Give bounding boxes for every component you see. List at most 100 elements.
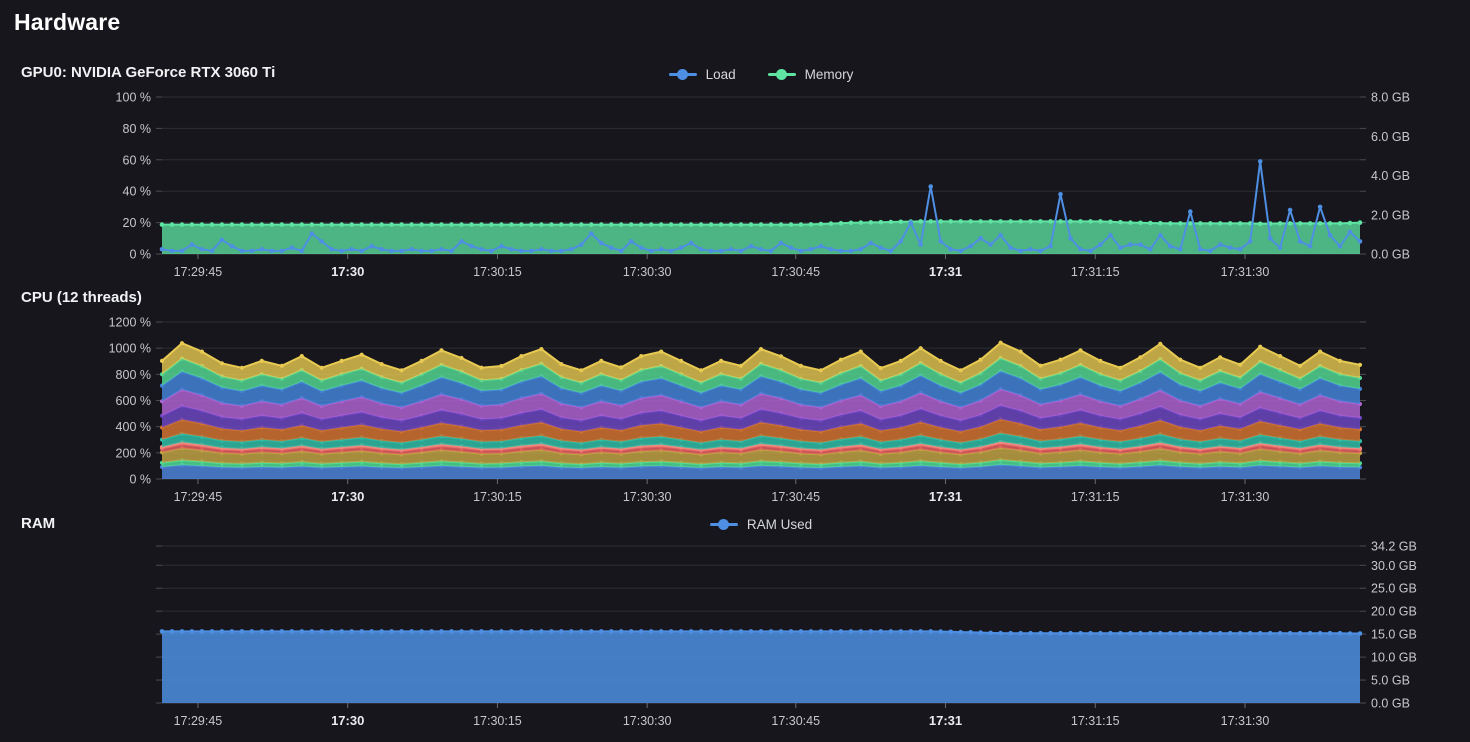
- legend-label: Memory: [804, 66, 854, 82]
- series-point: [728, 222, 734, 227]
- x-axis-label: 17:31: [929, 264, 962, 279]
- series-point: [1208, 630, 1213, 636]
- series-point: [1028, 247, 1033, 252]
- series-point: [1287, 207, 1293, 213]
- series-point: [1347, 631, 1353, 636]
- gpu-series-load[interactable]: [159, 159, 1363, 254]
- series-point: [1148, 630, 1153, 636]
- series-point: [569, 222, 574, 227]
- series-point: [1078, 348, 1083, 353]
- series-point: [599, 629, 604, 634]
- gpu-series-memory[interactable]: [159, 219, 1363, 254]
- series-point: [1138, 242, 1143, 247]
- series-point: [419, 358, 424, 363]
- series-point: [958, 629, 963, 635]
- legend-item-load[interactable]: Load: [668, 66, 736, 82]
- y-axis-label-left: 200 %: [116, 446, 151, 460]
- series-point: [1038, 363, 1043, 368]
- x-axis-label: 17:30:45: [771, 265, 820, 279]
- y-axis-label-right: 30.0 GB: [1371, 559, 1417, 573]
- series-point: [1068, 219, 1073, 224]
- series-point: [659, 349, 664, 354]
- series-point: [619, 365, 624, 370]
- series-point: [579, 222, 584, 227]
- series-point: [758, 629, 764, 634]
- series-point: [918, 219, 923, 224]
- ram-chart[interactable]: 0.0 GB 5.0 GB 10.0 GB 15.0 GB 20.0 GB 25.0 GB…: [156, 540, 1417, 729]
- series-point: [679, 358, 684, 363]
- cpu-series-thread-12[interactable]: [159, 340, 1363, 383]
- series-point: [249, 222, 255, 227]
- series-point: [888, 248, 894, 254]
- series-point: [369, 629, 374, 634]
- series-point: [948, 219, 953, 224]
- series-point: [379, 629, 384, 634]
- y-axis-label-right: 6.0 GB: [1371, 130, 1410, 144]
- series-point: [599, 240, 604, 246]
- legend-item-memory[interactable]: Memory: [767, 66, 854, 82]
- series-point: [788, 245, 794, 250]
- series-point: [938, 219, 943, 224]
- series-point: [1178, 357, 1183, 362]
- series-point: [668, 222, 674, 227]
- series-point: [259, 247, 265, 252]
- series-point: [648, 629, 654, 634]
- series-point: [609, 629, 614, 634]
- series-point: [1247, 239, 1253, 244]
- series-point: [998, 219, 1003, 224]
- series-point: [1277, 221, 1283, 226]
- series-point: [599, 358, 604, 363]
- series-point: [978, 630, 983, 635]
- series-point: [738, 629, 744, 634]
- series-point: [778, 354, 784, 359]
- series-point: [369, 222, 374, 227]
- series-point: [1008, 245, 1013, 250]
- page-title: Hardware: [14, 9, 121, 35]
- ram-series-ram-used[interactable]: [159, 629, 1363, 703]
- y-axis-label-right: 25.0 GB: [1371, 582, 1417, 596]
- legend-item-ram-used[interactable]: RAM Used: [709, 517, 812, 532]
- series-point: [808, 247, 814, 252]
- series-point: [1098, 242, 1103, 247]
- gpu-chart[interactable]: 0 % 20 % 40 % 60 % 80 % 100 % 0.0 GB 2.0 GB 4.0 …: [116, 91, 1410, 280]
- x-axis-label: 17:31:30: [1221, 265, 1270, 279]
- series-point: [609, 222, 614, 227]
- x-axis-label: 17:31:15: [1071, 265, 1120, 279]
- series-point: [938, 358, 943, 363]
- series-point: [878, 629, 884, 634]
- series-point: [1128, 242, 1133, 247]
- series-point: [798, 363, 804, 368]
- series-point: [189, 222, 195, 227]
- series-point: [599, 222, 604, 227]
- series-point: [908, 220, 914, 225]
- series-point: [1267, 630, 1273, 636]
- x-axis-label: 17:30:30: [623, 714, 672, 728]
- x-axis-label: 17:30:15: [473, 714, 522, 728]
- series-point: [1038, 219, 1043, 224]
- series-point: [848, 629, 854, 634]
- cpu-chart[interactable]: 0 % 200 % 400 % 600 % 800 % 1000 % 1200 % 17:29…: [109, 316, 1366, 505]
- series-point: [209, 629, 215, 634]
- series-point: [529, 222, 534, 227]
- y-axis-label-right: 20.0 GB: [1371, 605, 1417, 619]
- series-point: [239, 629, 245, 634]
- series-point: [1337, 243, 1343, 249]
- series-point: [529, 629, 534, 634]
- series-point: [319, 239, 325, 244]
- series-point: [219, 629, 225, 634]
- series-point: [559, 362, 564, 367]
- series-point: [329, 222, 335, 227]
- x-axis-label: 17:29:45: [174, 265, 223, 279]
- series-point: [748, 629, 754, 634]
- series-point: [938, 239, 943, 244]
- y-axis-label-right: 5.0 GB: [1371, 674, 1410, 688]
- series-point: [1108, 232, 1113, 238]
- series-point: [718, 629, 724, 634]
- series-point: [359, 222, 365, 227]
- series-point: [1298, 363, 1303, 368]
- series-point: [259, 629, 265, 634]
- legend-label: Load: [705, 66, 736, 82]
- y-axis-label-left: 80 %: [123, 122, 152, 136]
- series-point: [299, 248, 305, 254]
